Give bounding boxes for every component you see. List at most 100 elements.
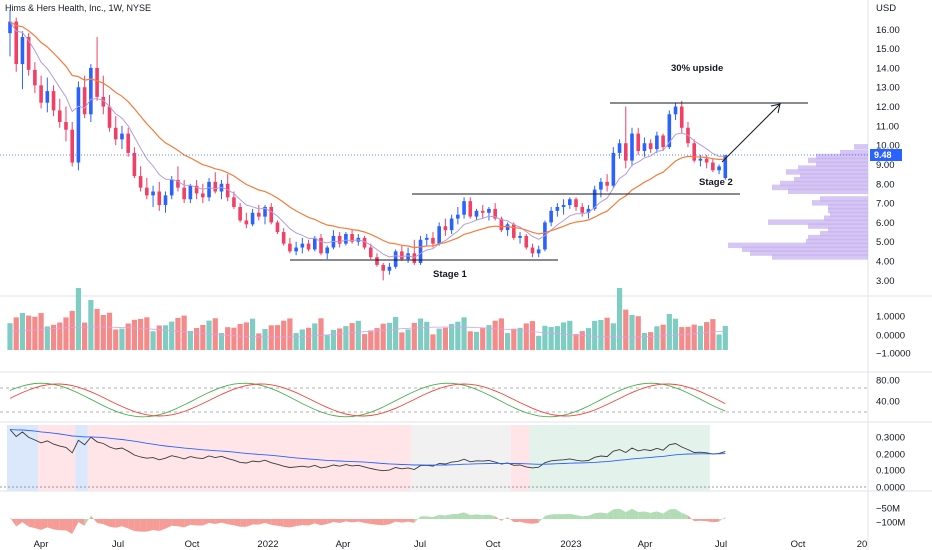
obv-segment: [97, 519, 104, 525]
obv-segment: [202, 519, 210, 526]
candle-body: [151, 191, 155, 196]
time-tick-label: Jul: [112, 539, 124, 550]
obv-segment: [557, 514, 564, 519]
obv-segment: [644, 511, 651, 519]
volume-bar: [181, 315, 187, 350]
volume-profile-bar: [828, 227, 868, 233]
obv-segment: [103, 519, 110, 527]
obv-segment: [121, 519, 129, 529]
volume-bar: [150, 331, 156, 350]
obv-segment: [190, 519, 197, 526]
obv-segment: [227, 519, 234, 526]
volume-bar: [262, 329, 268, 350]
volume-bar: [523, 323, 529, 350]
candle-body: [157, 191, 162, 206]
volume-bar: [592, 320, 598, 350]
obv-segment: [687, 515, 695, 522]
obv-segment: [563, 513, 570, 519]
time-tick-label: Jul: [414, 539, 426, 550]
symbol-title[interactable]: Hims & Hers Health, Inc., 1W, NYSE: [5, 3, 151, 13]
volume-bar: [256, 333, 262, 350]
candle-body: [207, 181, 211, 198]
candle-body: [113, 127, 118, 140]
time-tick-label: 2022: [257, 539, 278, 550]
volume-bar: [106, 312, 113, 350]
drawings: [0, 102, 868, 261]
volume-bar: [200, 325, 206, 350]
volume-bar: [697, 325, 704, 350]
obv-segment: [265, 519, 272, 525]
price-tick-label: 3.00: [876, 276, 895, 287]
time-tick-label: Oct: [791, 539, 806, 550]
obv-segment: [258, 519, 266, 525]
last-price-box: [870, 149, 902, 161]
price-tick-label: 8.00: [876, 179, 895, 190]
obv-segment: [128, 519, 135, 531]
obv-area: [10, 508, 726, 535]
volume-bar: [560, 322, 567, 350]
price-tick-label: 9.00: [876, 160, 895, 171]
obv-segment: [383, 519, 390, 526]
candle-body: [499, 218, 504, 231]
obv-segment: [395, 519, 402, 523]
price-tick-label: 12.00: [876, 102, 900, 113]
candle-body: [655, 135, 659, 150]
candle-body: [51, 91, 56, 111]
obv-segment: [389, 519, 396, 525]
volume-bar: [393, 317, 399, 350]
volume-profile-bar: [780, 180, 868, 187]
volume-bar: [13, 317, 19, 350]
candle-body: [182, 187, 186, 200]
rs-line: [9, 429, 726, 472]
candle-body: [312, 237, 317, 250]
time-tick-label: Jul: [715, 539, 727, 550]
candle-body: [449, 218, 454, 231]
price-tick-label: 5.00: [876, 237, 895, 248]
obv-segment: [476, 514, 483, 519]
volume-profile-bar: [768, 219, 868, 225]
volume-bar: [144, 317, 150, 350]
volume-profile-bar: [794, 176, 868, 183]
volume-bar: [405, 329, 411, 350]
volume-bar: [274, 325, 281, 350]
obv-segment: [588, 513, 595, 519]
candle-body: [555, 206, 560, 211]
obv-segment: [669, 509, 676, 519]
obv-segment: [576, 515, 583, 519]
candle-body: [257, 212, 261, 217]
obv-segment: [90, 515, 98, 524]
candle-body: [437, 226, 441, 244]
volume-bar: [337, 328, 343, 350]
candle-body: [381, 264, 385, 271]
stoch-k-line: [9, 382, 726, 418]
volume-profile-bar: [812, 200, 868, 206]
volume-tick-label: −1.0000: [876, 349, 911, 360]
rs-background-zone: [510, 425, 530, 491]
volume-bar: [38, 313, 44, 350]
obv-segment: [526, 519, 533, 524]
candle-body: [269, 206, 274, 223]
volume-bar: [573, 334, 579, 350]
volume-bar: [26, 315, 32, 350]
candle-body: [568, 199, 572, 206]
currency-label: USD: [876, 3, 896, 14]
target-arrow-head: [770, 103, 781, 114]
volume-bar: [467, 331, 473, 350]
candle-body: [101, 96, 106, 107]
candle-body: [530, 247, 535, 254]
volume-profile-bar: [800, 173, 868, 179]
candle-body: [201, 193, 205, 198]
candle-body: [711, 162, 715, 171]
obv-segment: [700, 519, 707, 522]
candles: [8, 10, 728, 281]
obv-segment: [34, 519, 42, 530]
obv-segment: [345, 519, 353, 523]
obv-segment: [457, 512, 465, 519]
volume-profile-bar: [808, 223, 868, 229]
candle-body: [344, 234, 348, 244]
price-tick-label: 6.00: [876, 218, 895, 229]
candle-body: [126, 133, 130, 153]
rs-tick-label: 0.1000: [876, 466, 905, 477]
obv-segment: [625, 508, 632, 519]
volume-bar: [113, 329, 119, 350]
